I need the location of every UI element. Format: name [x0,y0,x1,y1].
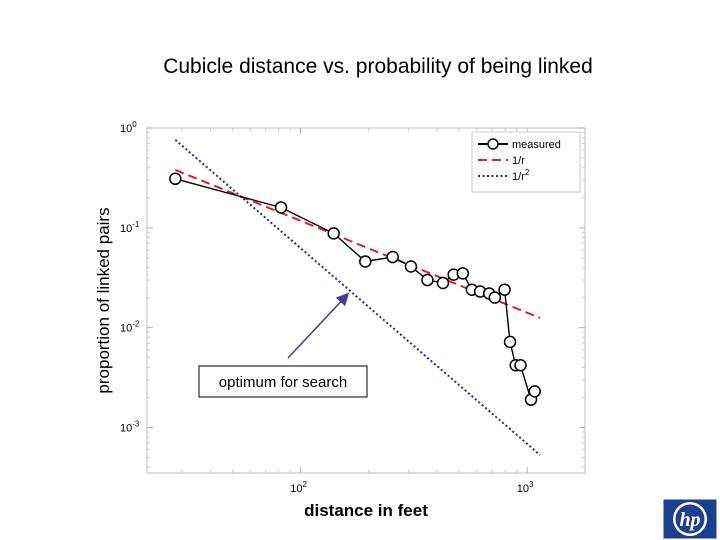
data-point [436,276,450,290]
hp-logo: hp [663,499,717,539]
data-point [327,227,340,240]
data-point [514,359,527,372]
x-axis-label: distance in feet [304,501,428,520]
data-point [498,283,511,296]
data-point [503,335,517,349]
data-point [386,250,399,264]
annotation-box [198,365,368,398]
data-point [359,255,372,268]
y-tick-label: 100 [120,120,137,135]
y-tick-label: 10-1 [120,220,140,235]
legend-label: measured [512,139,561,151]
data-point [528,385,541,398]
data-point [274,201,288,214]
data-point [456,267,470,280]
legend-marker [487,138,499,150]
y-tick-label: 10-2 [120,320,140,335]
slide-title: Cubicle distance vs. probability of bein… [163,55,593,78]
data-point [488,291,502,304]
legend-label: 1/r2 [512,168,530,183]
y-axis-label: proportion of linked pairs [94,207,113,393]
x-tick-label: 102 [290,480,307,495]
legend-label: 1/r [512,155,525,167]
data-point [404,260,418,273]
series-line-1-r2 [174,139,541,456]
x-tick-label: 103 [517,480,534,495]
annotation-text: optimum for search [219,374,347,391]
legend: measured 1/r1/r2 [471,131,581,193]
annotation-arrow [287,292,350,359]
data-point [169,172,182,186]
logo-text: hp [679,509,700,531]
y-tick-label: 10-3 [120,419,140,434]
data-point [421,273,434,287]
